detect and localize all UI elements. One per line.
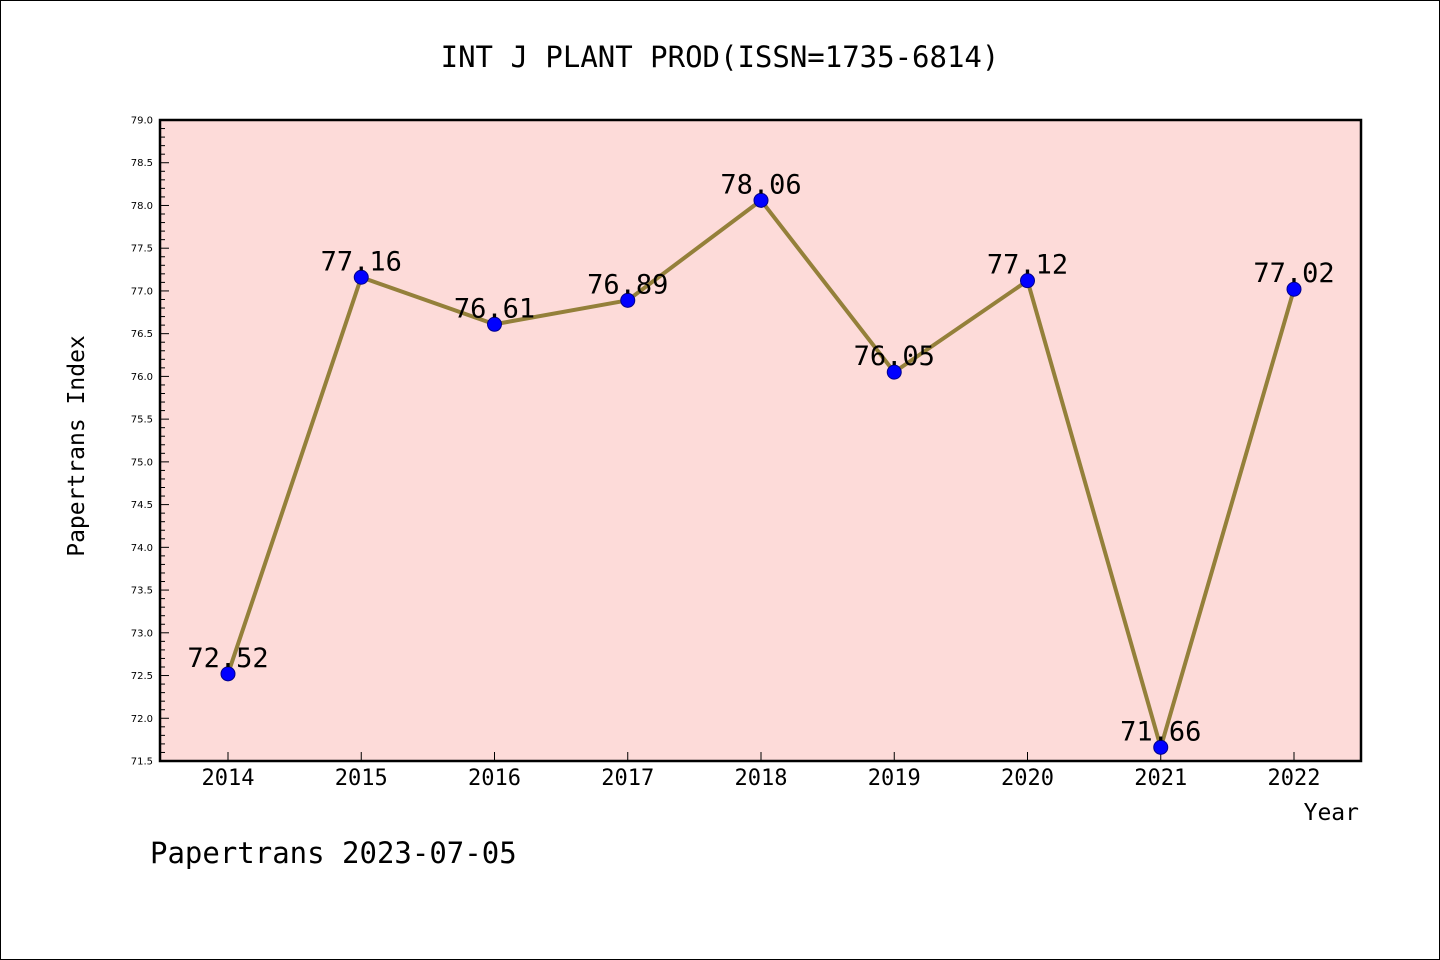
y-axis-label: Papertrans Index — [64, 335, 90, 557]
data-label: 77.16 — [321, 246, 402, 277]
y-tick-label: 76.5 — [131, 329, 153, 340]
plot-area — [160, 120, 1361, 761]
y-tick-label: 71.5 — [131, 757, 153, 768]
x-tick-label: 2020 — [1001, 766, 1054, 791]
plot-border — [158, 118, 1363, 763]
y-tick-label: 72.5 — [131, 671, 153, 682]
x-tick-label: 2019 — [868, 766, 921, 791]
data-point — [886, 364, 902, 380]
x-tick-label: 2015 — [335, 766, 388, 791]
y-tick-label: 76.0 — [131, 372, 153, 383]
data-point — [353, 269, 369, 285]
data-point — [753, 192, 769, 208]
y-tick-label: 78.5 — [131, 158, 153, 169]
data-label: 76.05 — [854, 341, 935, 372]
y-tick-label: 77.5 — [131, 244, 153, 255]
data-point — [620, 292, 636, 308]
data-label: 77.12 — [987, 250, 1068, 281]
y-tick-label: 77.0 — [131, 286, 153, 297]
y-tick-label: 78.0 — [131, 201, 153, 212]
chart-title: INT J PLANT PROD(ISSN=1735-6814) — [441, 40, 1000, 74]
data-point — [1153, 739, 1169, 755]
y-tick-label: 74.5 — [131, 500, 153, 511]
data-label: 77.02 — [1253, 258, 1334, 289]
y-tick-label: 73.5 — [131, 586, 153, 597]
series-layer: 72.52 77.16 76.61 76.89 78.06 76.05 77.12 71.66… — [187, 169, 1335, 755]
y-tick-label: 79.0 — [131, 116, 153, 127]
x-tick-label: 2016 — [468, 766, 521, 791]
data-label: 72.52 — [187, 643, 268, 674]
x-axis-label: Year — [1304, 800, 1359, 826]
x-tick-label: 2022 — [1268, 766, 1321, 791]
x-axis: 2014 2015 2016 2017 2018 2019 2020 2021 2022 — [202, 752, 1321, 791]
footer-text: Papertrans 2023-07-05 — [150, 836, 517, 870]
x-tick-label: 2018 — [735, 766, 788, 791]
y-tick-label: 75.0 — [131, 457, 153, 468]
x-tick-label: 2021 — [1134, 766, 1187, 791]
data-label: 76.61 — [454, 293, 535, 324]
y-tick-label: 72.0 — [131, 714, 153, 725]
x-tick-label: 2017 — [601, 766, 654, 791]
data-label: 76.89 — [587, 269, 668, 300]
y-tick-label: 74.0 — [131, 543, 153, 554]
y-tick-label: 75.5 — [131, 415, 153, 426]
data-point — [487, 316, 502, 332]
x-tick-label: 2014 — [202, 766, 255, 791]
data-point — [220, 666, 236, 682]
y-tick-label: 73.0 — [131, 628, 153, 639]
data-point — [1020, 273, 1035, 289]
data-label: 78.06 — [720, 169, 801, 200]
data-point — [1286, 281, 1302, 297]
data-label: 71.66 — [1120, 716, 1201, 747]
